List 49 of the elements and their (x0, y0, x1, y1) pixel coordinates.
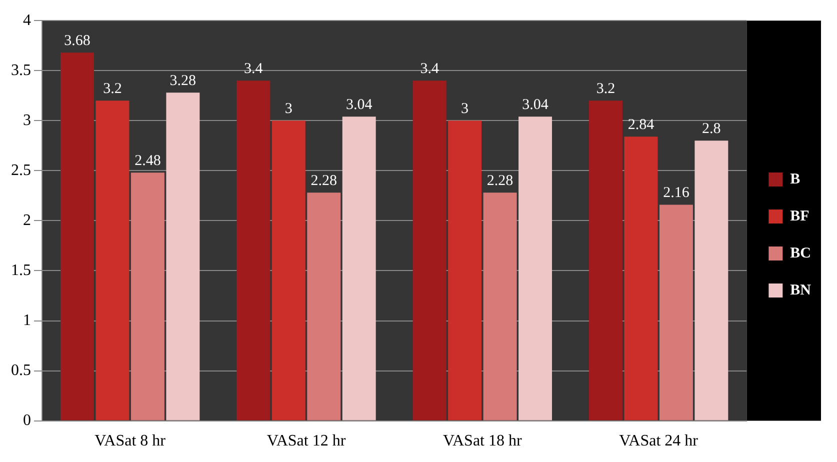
data-label: 2.16 (663, 185, 690, 202)
bar (483, 192, 517, 420)
data-label: 3.04 (346, 97, 373, 114)
bar (307, 192, 341, 420)
bar (588, 100, 622, 420)
x-tick-label: VASat 8 hr (94, 432, 166, 450)
bar (448, 120, 482, 420)
data-label: 3.2 (596, 81, 616, 98)
data-label: 2.48 (134, 153, 161, 170)
x-tick-label: VASat 18 hr (443, 432, 522, 450)
legend-label: BN (790, 282, 812, 298)
y-tick-label: 1.5 (11, 262, 31, 279)
y-tick-label: 3 (23, 112, 31, 129)
bar (166, 92, 200, 420)
x-tick-label: VASat 12 hr (266, 432, 346, 450)
data-label: 3.04 (522, 97, 549, 114)
data-label: 2.84 (628, 117, 655, 134)
y-tick-label: 3.5 (11, 62, 31, 79)
bar (659, 204, 693, 420)
y-tick-label: 1 (23, 312, 31, 329)
legend-label: BC (790, 245, 812, 262)
bar (624, 136, 658, 420)
y-tick-label: 4 (23, 12, 31, 29)
bar (236, 80, 270, 420)
data-label: 3.4 (420, 61, 440, 78)
bar (694, 140, 728, 420)
bar (130, 172, 164, 420)
bar (272, 120, 306, 420)
legend-label: BF (790, 208, 810, 224)
data-label: 3.4 (244, 61, 264, 78)
data-label: 2.28 (310, 173, 337, 190)
data-label: 3.28 (170, 73, 196, 90)
data-label: 2.8 (702, 121, 721, 138)
y-tick-label: 0.5 (11, 362, 31, 379)
x-tick-label: VASat 24 hr (619, 432, 699, 450)
bar (412, 80, 446, 420)
data-label: 3 (284, 101, 292, 118)
data-label: 3 (461, 101, 469, 118)
y-tick-label: 2 (23, 212, 31, 229)
data-label: 2.28 (486, 173, 514, 190)
y-tick-label: 0 (23, 412, 31, 430)
data-label: 3.68 (64, 33, 90, 50)
bar (96, 100, 130, 420)
data-label: 3.2 (103, 81, 122, 98)
bar (60, 52, 94, 420)
bar (518, 116, 552, 420)
bar (342, 116, 376, 420)
legend-label: B (790, 171, 800, 188)
y-tick-label: 2.5 (11, 162, 31, 179)
